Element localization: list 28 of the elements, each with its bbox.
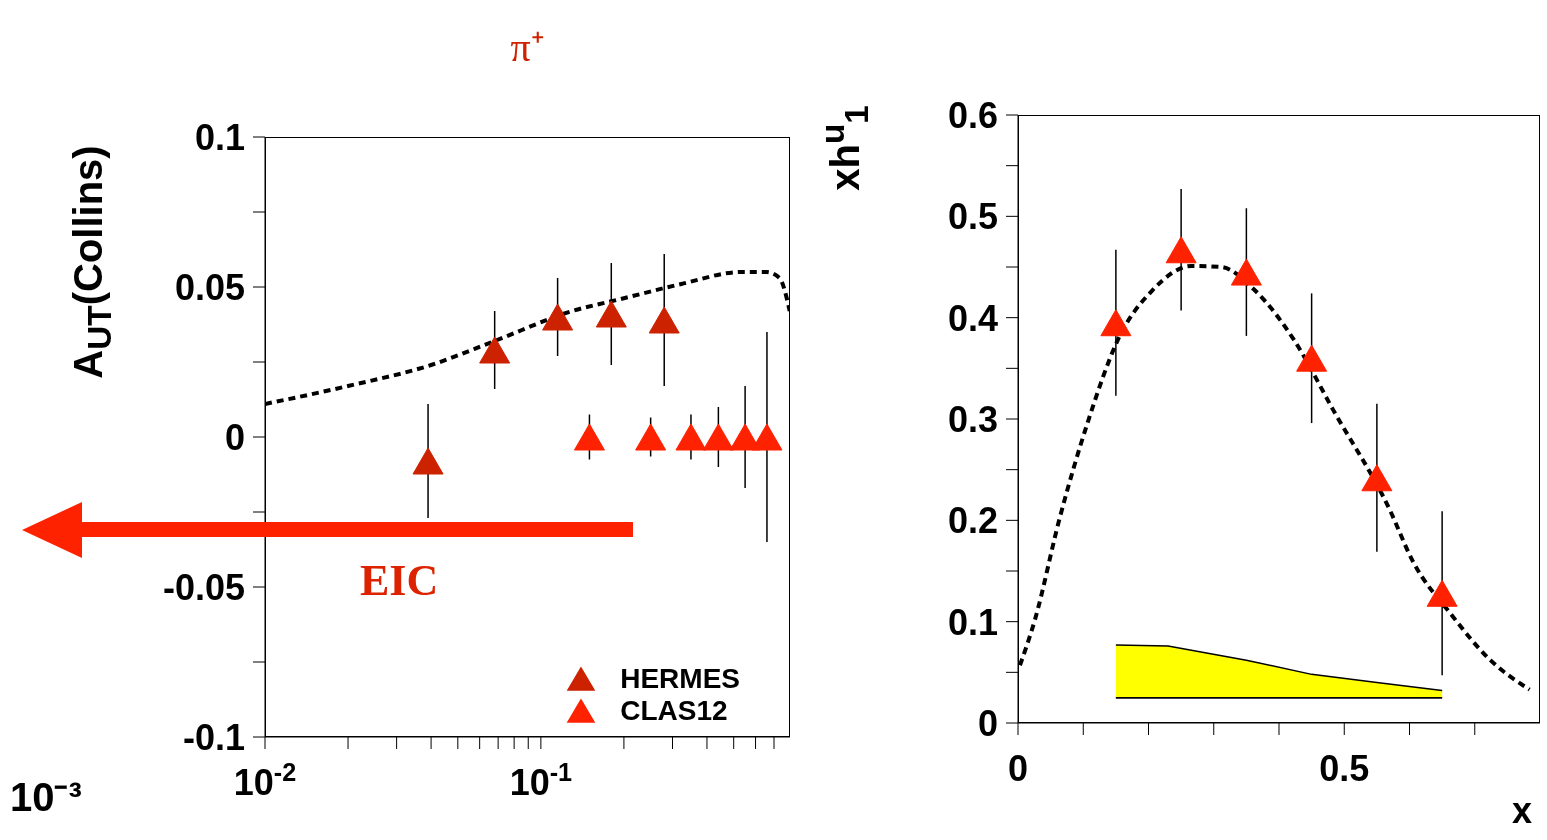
y-tick-label: 0.2: [947, 500, 998, 542]
chart-title: π⁺: [509, 24, 546, 72]
x-tick-label: 0: [1007, 748, 1029, 789]
y-tick-label: 0.4: [947, 297, 998, 339]
point: [1230, 258, 1262, 286]
x-axis-title: x: [1512, 790, 1533, 832]
y-tick-label: 0: [224, 417, 245, 458]
x-tick-label: 0.5: [1319, 748, 1370, 789]
y-tick-label: 0.05: [174, 267, 245, 308]
legend-label: CLAS12: [620, 695, 728, 727]
annotation: EIC: [360, 555, 439, 606]
point: [1361, 464, 1393, 492]
text: 10⁻³: [10, 774, 82, 821]
point: [1426, 579, 1458, 607]
y-tick-label: -0.1: [182, 717, 245, 758]
y-tick-label: 0.6: [947, 95, 998, 136]
point: [1100, 309, 1132, 337]
y-tick-label: 0.1: [194, 117, 245, 158]
x-tick-label: 10$^{-1}$: [509, 758, 573, 803]
legend-label: HERMES: [620, 663, 740, 695]
y-tick-label: 0.3: [947, 399, 998, 440]
y-tick-label: -0.05: [162, 567, 245, 608]
x-tick-label: 10$^{-2}$: [233, 758, 297, 803]
y-tick-label: 0.1: [947, 601, 998, 643]
y-tick-label: 0: [977, 703, 998, 744]
point: [1296, 344, 1328, 372]
point: [1165, 236, 1197, 264]
y-tick-label: 0.5: [947, 196, 998, 238]
